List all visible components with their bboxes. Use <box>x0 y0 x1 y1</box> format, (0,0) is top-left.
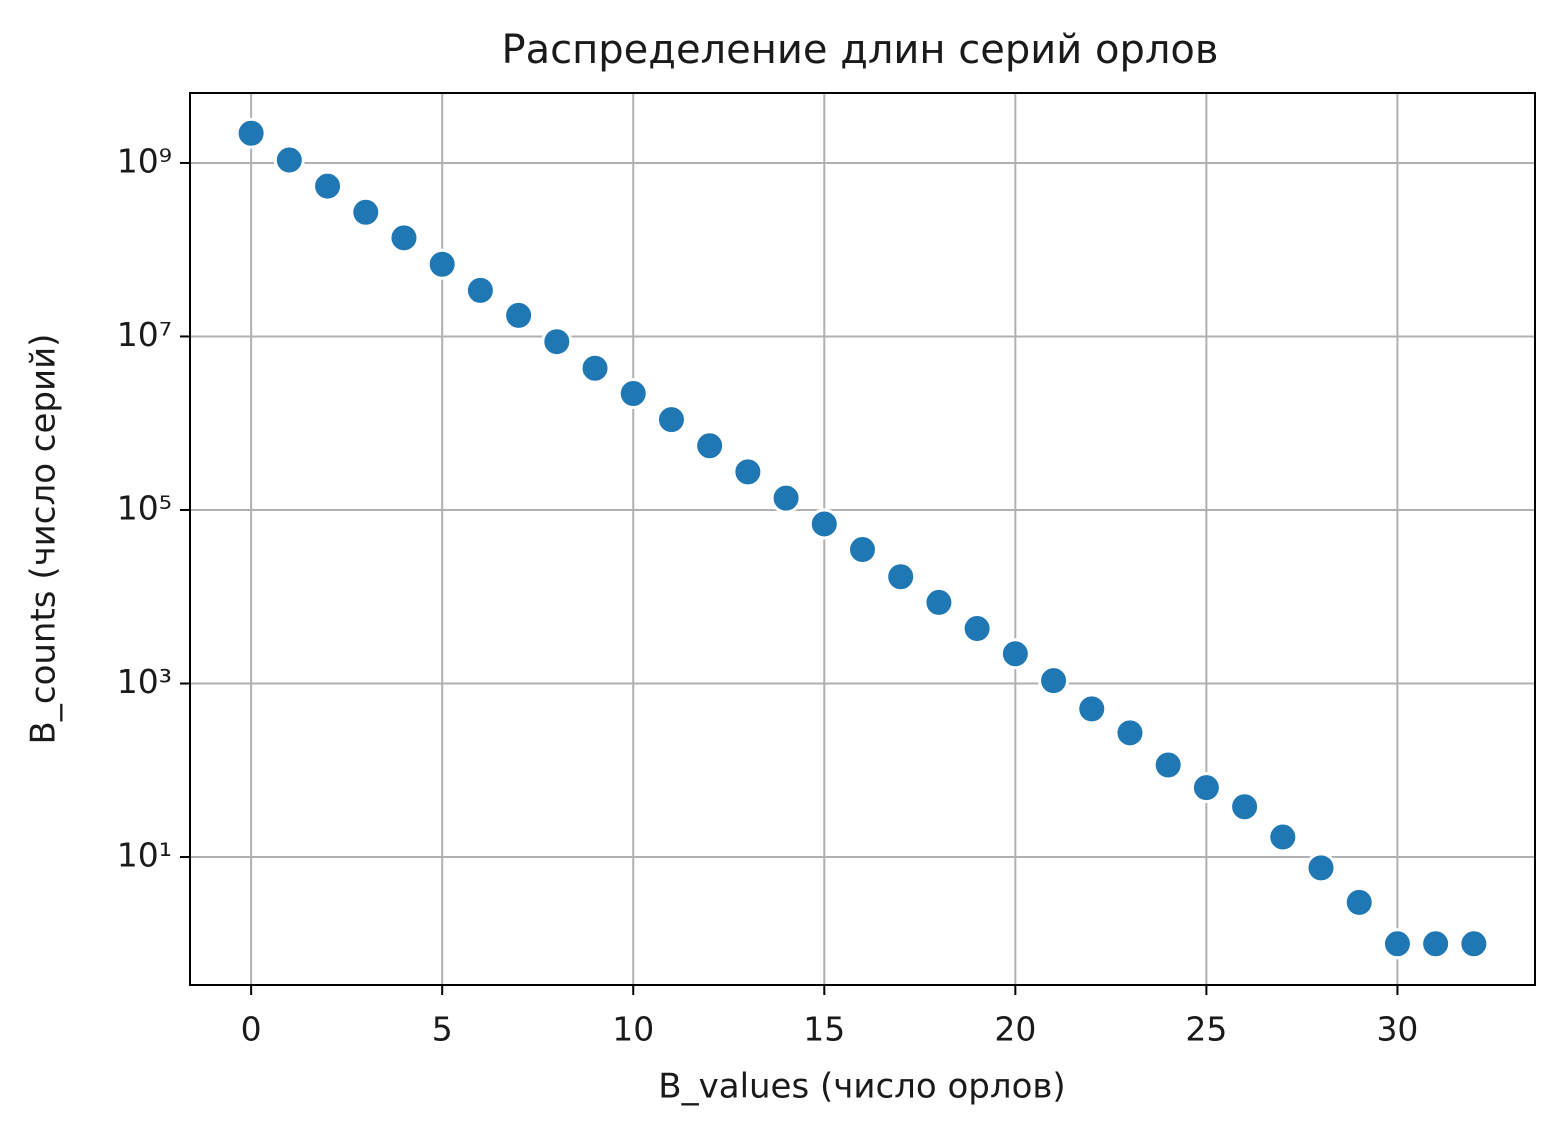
point <box>1458 928 1490 960</box>
x-tick-label: 10 <box>612 1010 654 1049</box>
chart-title: Распределение длин серий орлов <box>502 27 1219 73</box>
point <box>999 638 1031 670</box>
y-axis-label: B_counts (число серий) <box>24 334 64 745</box>
y-tick-label: 10⁵ <box>117 488 172 527</box>
x-tick-label: 25 <box>1185 1010 1227 1049</box>
point <box>1381 928 1413 960</box>
point <box>350 196 382 228</box>
point <box>273 144 305 176</box>
x-tick-label: 20 <box>994 1010 1036 1049</box>
point <box>1305 852 1337 884</box>
point <box>235 117 267 149</box>
point <box>770 482 802 514</box>
point <box>923 586 955 618</box>
point <box>961 613 993 645</box>
point <box>885 561 917 593</box>
point <box>541 326 573 358</box>
point <box>1190 772 1222 804</box>
point <box>694 430 726 462</box>
point <box>847 534 878 566</box>
x-tick-label: 15 <box>803 1010 845 1049</box>
point <box>732 456 764 488</box>
point <box>617 378 649 410</box>
point <box>464 274 496 306</box>
point <box>388 222 420 254</box>
point <box>503 299 535 331</box>
y-tick-label: 10⁹ <box>117 141 172 180</box>
x-tick-label: 30 <box>1376 1010 1418 1049</box>
y-tick-label: 10³ <box>117 662 172 701</box>
point <box>1038 665 1070 697</box>
point <box>1267 821 1299 853</box>
x-tick-label: 0 <box>241 1010 262 1049</box>
y-tick-label: 10¹ <box>117 836 172 875</box>
point <box>312 170 344 202</box>
plot-frame <box>189 92 1536 986</box>
point <box>1076 693 1108 725</box>
point <box>808 508 840 540</box>
point <box>1114 717 1146 749</box>
point <box>579 352 611 384</box>
point <box>426 248 458 280</box>
point <box>1343 886 1375 918</box>
point <box>1420 928 1452 960</box>
y-tick-label: 10⁷ <box>117 315 172 354</box>
point <box>1229 791 1261 823</box>
x-axis-label: B_values (число орлов) <box>658 1067 1065 1107</box>
point <box>1152 749 1184 781</box>
x-tick-label: 5 <box>432 1010 453 1049</box>
point <box>655 404 687 436</box>
